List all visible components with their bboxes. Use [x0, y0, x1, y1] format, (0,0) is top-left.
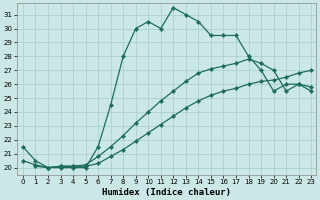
X-axis label: Humidex (Indice chaleur): Humidex (Indice chaleur)	[102, 188, 231, 197]
